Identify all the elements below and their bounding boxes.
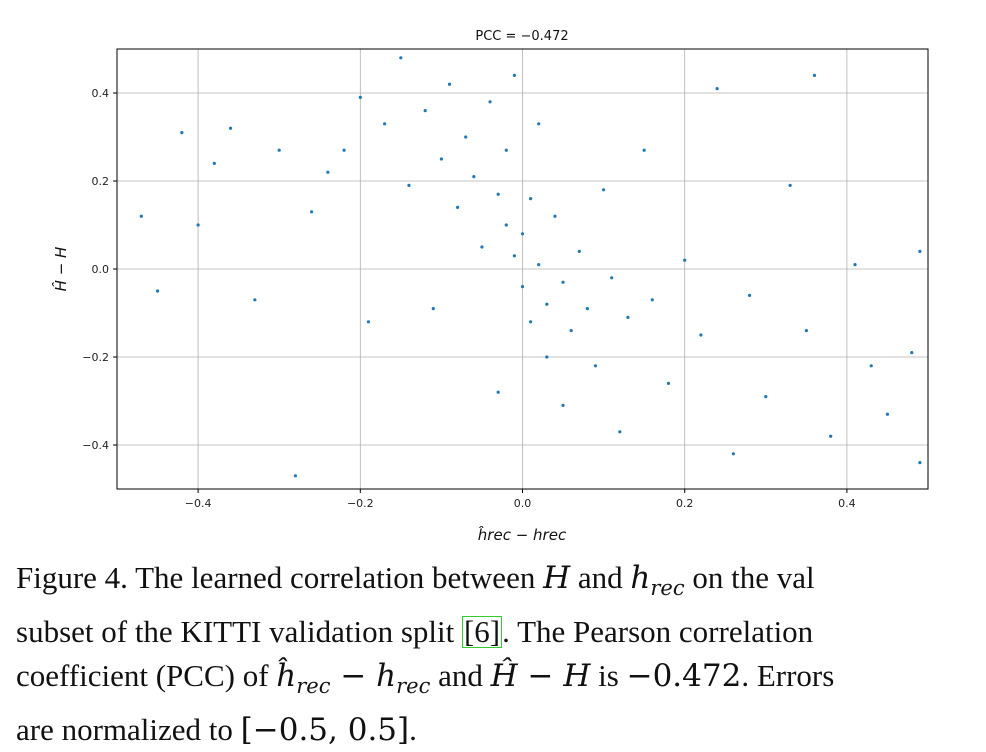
data-point [610,276,614,280]
data-point [569,329,573,333]
data-point [593,364,598,368]
data-point [537,122,541,126]
y-tick-label: −0.2 [82,351,109,364]
grid-lines [117,49,928,489]
data-point [293,474,298,478]
data-point [423,109,427,113]
data-point [666,381,671,385]
data-point [545,355,549,359]
data-point [918,461,922,465]
citation-link[interactable]: [6] [461,614,503,650]
data-point [788,183,792,187]
data-point [618,430,622,434]
data-point [853,263,857,267]
data-point [869,364,873,368]
data-point [585,307,589,311]
data-point [253,298,257,302]
y-tick-label: 0.0 [92,263,110,276]
data-point [885,412,890,416]
caption-line-4: are normalized to [−0.5, 0.5]. [16,712,417,749]
data-point [715,87,719,91]
x-tick-label: 0.4 [838,497,856,510]
data-point [464,135,468,139]
data-point [180,131,184,135]
data-point [472,175,476,179]
data-point [139,214,143,218]
data-point [829,434,833,438]
data-point [683,258,687,262]
axis-ticks: −0.4 −0.2 0.0 0.2 0.4 −0.4 −0.2 0.0 0.2 0.4 [82,87,855,510]
y-tick-label: 0.4 [92,87,110,100]
data-point [488,100,492,104]
data-point [918,249,922,253]
data-point [447,82,452,86]
data-point [764,395,768,399]
data-point [512,254,516,258]
data-point [699,333,703,337]
data-point [504,223,508,227]
x-tick-label: −0.2 [347,497,374,510]
scatter-figure: PCC = −0.472 −0.4 −0.2 0.0 0.2 0.4 −0.4 −0.2 0.… [51,29,929,544]
data-point [480,245,484,249]
data-point [804,329,808,333]
y-axis-label: Ĥ − H [51,247,70,292]
data-point [407,183,411,187]
caption-line-1: Figure 4. The learned correlation betwee… [16,560,815,601]
data-point [910,351,914,355]
data-point [196,223,200,227]
caption-line-3: coefficient (PCC) of ĥrec − hrec and Ĥ −… [16,658,835,699]
data-point [439,157,443,161]
data-point [545,302,549,306]
data-point [431,307,435,311]
data-point [561,280,565,284]
data-point [228,126,233,130]
data-point [496,390,500,394]
data-point [650,298,654,302]
chart-title: PCC = −0.472 [475,29,568,44]
data-point [529,197,533,201]
data-point [537,263,541,267]
data-point [399,56,403,60]
x-tick-label: 0.2 [676,497,694,510]
data-point [642,148,646,152]
y-tick-label: 0.2 [92,175,110,188]
x-tick-label: 0.0 [514,497,532,510]
data-point [512,73,516,77]
data-point [520,285,525,289]
data-point [358,95,362,99]
data-point [212,161,216,165]
data-point [577,249,581,253]
y-tick-label: −0.4 [82,439,109,452]
data-point [383,122,387,126]
data-point [731,452,735,456]
caption-line-2: subset of the KITTI validation split [6]… [16,614,814,650]
x-tick-label: −0.4 [185,497,212,510]
data-point [310,210,314,214]
data-point [366,320,371,324]
data-point [504,148,508,152]
data-point [155,289,160,293]
data-point [277,148,281,152]
data-point [326,170,330,174]
data-point [342,148,346,152]
data-point [747,293,752,297]
data-point [561,403,565,407]
scatter-points [139,56,922,478]
data-point [520,232,525,236]
data-point [602,188,606,192]
data-point [529,320,533,324]
data-point [553,214,557,218]
data-point [496,192,500,196]
x-axis-label: ĥrec − hrec [478,525,567,544]
data-point [626,315,630,319]
data-point [812,73,817,77]
data-point [456,205,460,209]
figure-caption: Figure 4. The learned correlation betwee… [16,556,964,752]
